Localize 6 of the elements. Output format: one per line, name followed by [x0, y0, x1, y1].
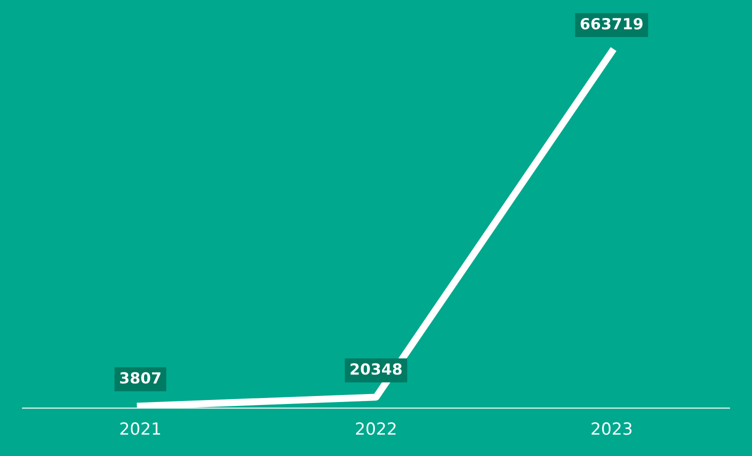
data-label: 663719: [580, 18, 643, 30]
x-tick-label: 2023: [592, 422, 632, 435]
x-tick-label: 2022: [356, 422, 396, 435]
x-tick-label: 2021: [120, 422, 160, 435]
data-label: 20348: [350, 363, 402, 375]
data-label: 3807: [120, 372, 160, 384]
